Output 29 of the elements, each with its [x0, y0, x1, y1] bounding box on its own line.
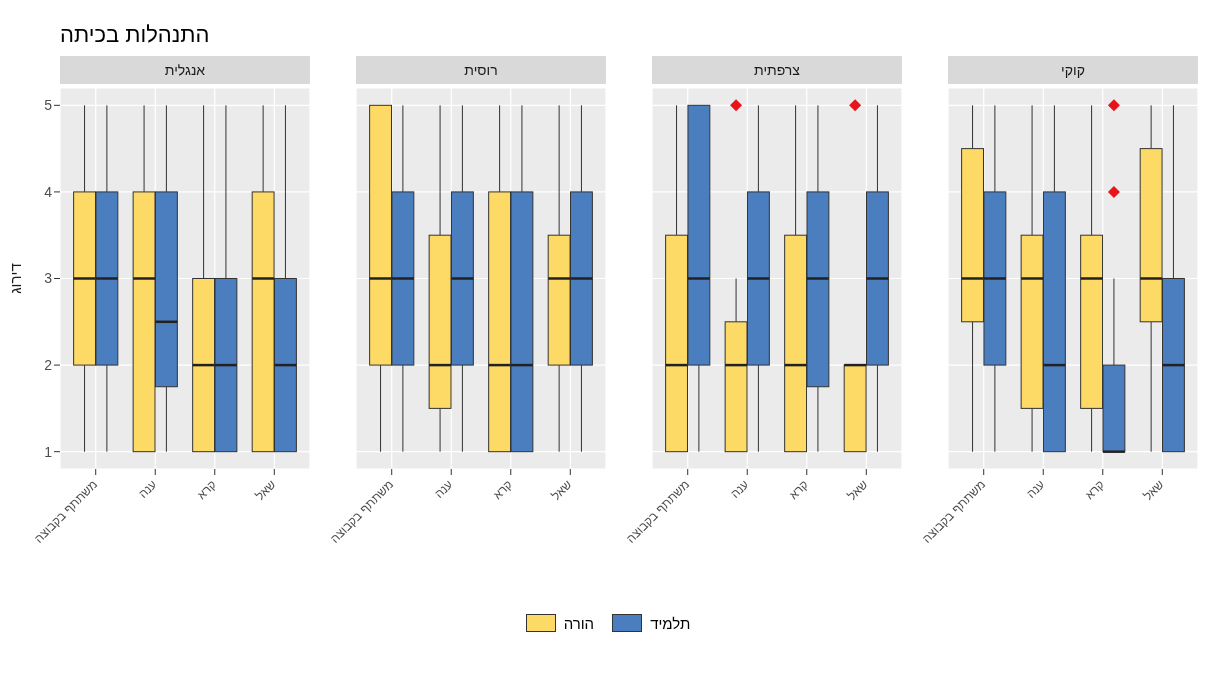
y-tick-label: 2 — [44, 357, 53, 374]
chart-title: צרפתית — [652, 56, 902, 84]
x-tick-label: שאל — [252, 477, 279, 504]
x-tick-label: קרא — [194, 477, 220, 503]
chart-title: קוקי — [948, 56, 1198, 84]
x-tick-label: שאל — [844, 477, 871, 504]
x-tick-label: קרא — [490, 477, 516, 503]
x-tick-label: ענה — [432, 477, 456, 501]
text: התנהלות בכיתה — [59, 21, 211, 49]
y-tick-label: 1 — [44, 443, 53, 460]
x-tick-label: ענה — [136, 477, 160, 501]
x-tick-label: שאל — [548, 477, 575, 504]
x-tick-label: ענה — [1024, 477, 1048, 501]
x-tick-label: שאל — [1140, 477, 1167, 504]
y-tick-label: 4 — [44, 183, 53, 200]
x-tick-label: קרא — [786, 477, 812, 503]
y-tick-label: 3 — [44, 270, 53, 287]
y-axis-title: דירוג — [7, 263, 25, 294]
x-tick-label: משתתף בקבוצה — [31, 477, 101, 546]
x-tick-label: משתתף בקבוצה — [327, 477, 397, 546]
x-tick-label: ענה — [728, 477, 752, 501]
legend-label: תלמיד — [650, 614, 691, 632]
chart-title: רוסית — [356, 56, 606, 84]
x-tick-label: קרא — [1082, 477, 1108, 503]
y-tick-label: 5 — [44, 97, 53, 114]
x-tick-label: משתתף בקבוצה — [623, 477, 693, 546]
legend-label: הורה — [563, 614, 595, 632]
chart-title: אנגלית — [60, 56, 310, 84]
x-tick-label: משתתף בקבוצה — [919, 477, 989, 546]
